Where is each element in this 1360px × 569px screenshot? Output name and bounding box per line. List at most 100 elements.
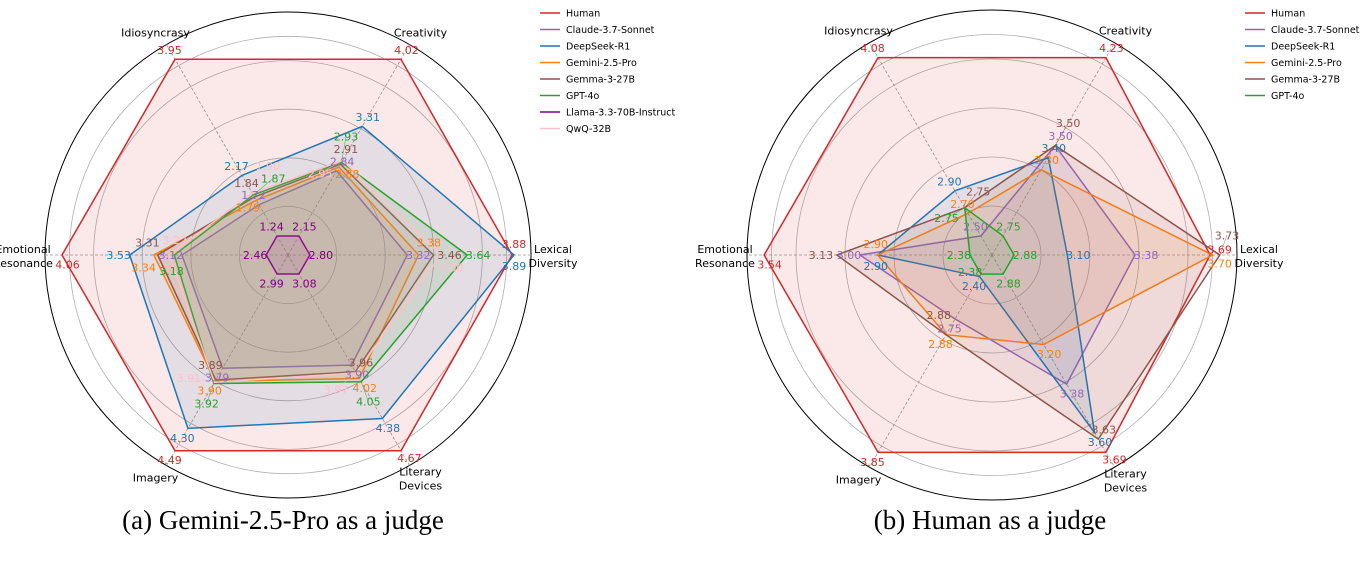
axis-label-line: Resonance [0,257,53,270]
data-label: 3.90 [345,369,370,382]
data-label: 3.08 [292,277,317,290]
legend-entry: Gemma-3-27B [1271,75,1340,86]
axis-line [166,44,289,256]
data-label: 3.13 [809,249,834,262]
grid-circle [942,205,1042,305]
data-label: 3.31 [135,237,160,250]
data-label: 3.30 [1035,154,1060,167]
data-label: 2.88 [927,309,952,322]
legend-entry: QwQ-32B [566,124,611,135]
label-leader-line [341,136,347,163]
label-leader-line [251,166,268,194]
axis-label-line: Diversity [1235,257,1284,270]
axis-label-line: Idiosyncrasy [824,25,893,38]
data-label: 2.75 [996,220,1021,233]
labels-group: Lexical Diversity Creativity Idiosyncrasy Em… [695,25,1284,495]
label-leader-line [964,191,979,208]
data-label: 3.50 [439,261,464,274]
axis-label-line: Lexical [1240,243,1278,256]
data-label: 4.67 [397,452,422,465]
data-label: 3.69 [1102,453,1127,466]
axis-line [869,254,993,468]
data-label: 3.95 [157,44,182,57]
leader-lines [938,122,1228,335]
data-label: 2.38 [958,266,983,279]
axis-label: Creativity [394,26,448,39]
data-label: 3.50 [1056,117,1081,130]
axis-label-line: Emotional [697,243,752,256]
legend-entry: Gemini-2.5-Pro [1271,58,1342,69]
series-llama-3-3-70b-instruct [265,235,311,275]
data-label: 3.73 [1215,229,1240,242]
grid-circle [238,205,337,304]
data-label: 3.63 [1092,424,1117,437]
data-label: 2.84 [330,155,355,168]
axis-label: Idiosyncrasy [121,26,190,39]
data-label: 3.46 [437,249,462,262]
data-label: 3.00 [837,249,862,262]
label-leader-line [188,377,215,383]
data-label: 3.70 [1207,257,1232,270]
series-gemini-2-5-pro [876,168,1215,346]
legend-entry: Claude-3.7-Sonnet [566,25,655,36]
data-label: 3.31 [355,111,380,124]
data-label: 2.50 [963,220,988,233]
data-label: 3.34 [131,261,156,274]
label-leader-line [253,178,274,196]
legend-entry: Human [1271,9,1305,20]
axis-label: Literary Devices [399,466,443,493]
data-label: 4.30 [170,432,195,445]
label-leader-line [360,381,369,402]
data-label: 3.32 [406,249,431,262]
axis-line [166,254,289,466]
label-leader-line [319,160,343,174]
radar-chart-0: Lexical Diversity Creativity Idiosyncrasy Em… [0,9,675,499]
legend-entry: Llama-3.3-70B-Instruct [566,108,675,119]
axis-line [869,42,993,256]
label-leader-line [946,207,965,219]
series-gpt-4o [963,206,1015,275]
data-label: 2.75 [934,212,959,225]
data-label: 2.90 [864,260,889,273]
data-label: 3.38 [417,237,442,250]
data-label: 3.50 [1048,130,1073,143]
data-label: 2.91 [334,143,359,156]
data-label: 3.53 [106,249,131,262]
data-label: 2.75 [966,186,991,199]
legend-entry: Gemini-2.5-Pro [566,58,637,69]
axis-label-line: Devices [399,480,443,493]
data-label: 4.06 [55,259,80,272]
data-label: 1.87 [261,172,286,185]
data-label: 1.90 [255,160,280,173]
series-group [61,58,516,452]
data-label: 4.38 [376,422,401,435]
data-label: 4.05 [356,396,381,409]
leader-lines [188,136,369,404]
data-label: 2.88 [335,168,360,181]
series-claude-3-7-sonnet [181,169,409,369]
data-label: 4.02 [353,382,378,395]
caption-a: (a) Gemini-2.5-Pro as a judge [122,505,444,535]
data-label: 2.88 [1013,249,1038,262]
data-label: 2.38 [947,249,972,262]
data-label: 2.40 [962,280,987,293]
series-group [763,56,1221,454]
legend-entry: GPT-4o [566,91,599,102]
data-label: 1.79 [236,201,261,214]
data-label: 3.91 [177,372,202,385]
data-label: 2.88 [928,338,953,351]
axis-label-line: Emotional [0,243,51,256]
data-label: 3.92 [194,397,219,410]
data-label: 2.93 [334,131,359,144]
axis-label-line: Idiosyncrasy [121,26,190,39]
data-label: 3.89 [502,260,527,273]
axis-label-line: Literary [399,466,442,479]
data-label: 3.38 [1060,388,1085,401]
data-label: 1.72 [241,189,266,202]
data-label: 1.84 [234,177,259,190]
axis-label: Lexical Diversity [529,243,578,270]
grid-circle [68,35,508,475]
data-label: 4.02 [394,44,419,57]
data-label: 4.49 [157,454,182,467]
data-label: 3.40 [1041,142,1066,155]
